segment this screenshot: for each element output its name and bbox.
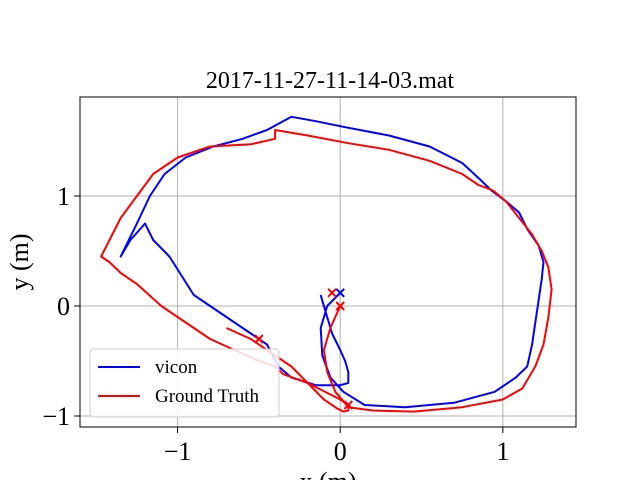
x-marker-stroke bbox=[343, 400, 354, 410]
x-marker bbox=[254, 334, 264, 344]
x-marker bbox=[343, 400, 354, 410]
x-marker bbox=[335, 288, 345, 298]
plot-frame bbox=[79, 96, 577, 428]
x-marker bbox=[327, 288, 337, 298]
legend-label-ground-truth: Ground Truth bbox=[155, 386, 259, 407]
x-marker-stroke bbox=[335, 288, 345, 298]
series-line-0 bbox=[119, 115, 545, 409]
legend: vicon Ground Truth bbox=[89, 348, 280, 418]
chart-title: 2017-11-27-11-14-03.mat bbox=[206, 68, 455, 94]
y-tick-label: −1 bbox=[42, 402, 70, 431]
x-marker-stroke bbox=[335, 301, 345, 311]
legend-label-vicon: vicon bbox=[155, 357, 198, 378]
x-tick-label: −1 bbox=[164, 437, 192, 466]
y-tick-label: 1 bbox=[57, 182, 70, 211]
series-markers bbox=[254, 288, 354, 410]
x-marker-stroke bbox=[254, 334, 264, 344]
x-marker bbox=[335, 301, 345, 311]
y-axis-label: y (m) bbox=[5, 233, 34, 290]
x-marker-stroke bbox=[327, 288, 337, 298]
ticks: −1 0 1 −1 0 1 bbox=[42, 182, 509, 466]
x-tick-label: 1 bbox=[496, 437, 509, 466]
series-line-1 bbox=[100, 129, 553, 413]
y-tick-label: 0 bbox=[57, 292, 70, 321]
x-axis-label: x (m) bbox=[299, 467, 356, 480]
series-lines bbox=[100, 115, 553, 413]
x-tick-label: 0 bbox=[334, 437, 347, 466]
